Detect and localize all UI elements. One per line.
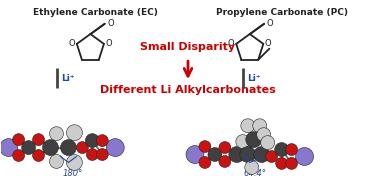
Circle shape: [0, 139, 18, 157]
Text: O: O: [228, 39, 234, 48]
Circle shape: [253, 119, 267, 133]
Circle shape: [77, 142, 88, 154]
Circle shape: [97, 149, 108, 161]
Circle shape: [86, 149, 98, 161]
Text: Ethylene Carbonate (EC): Ethylene Carbonate (EC): [33, 8, 158, 17]
Circle shape: [286, 144, 297, 155]
Circle shape: [266, 151, 278, 163]
Circle shape: [236, 135, 250, 149]
Circle shape: [60, 140, 77, 155]
Circle shape: [240, 147, 256, 163]
Circle shape: [261, 136, 275, 150]
Circle shape: [32, 150, 44, 161]
Circle shape: [286, 157, 297, 169]
Text: Li⁺: Li⁺: [247, 74, 260, 83]
Circle shape: [246, 132, 262, 148]
Circle shape: [85, 134, 99, 148]
Circle shape: [32, 134, 44, 146]
Circle shape: [245, 161, 259, 174]
Circle shape: [49, 155, 63, 168]
Circle shape: [254, 147, 270, 163]
Circle shape: [66, 155, 83, 170]
Circle shape: [219, 142, 231, 154]
Circle shape: [66, 125, 83, 141]
Circle shape: [219, 155, 231, 167]
Text: Small Disparity: Small Disparity: [141, 42, 236, 52]
Text: 180°: 180°: [62, 169, 83, 178]
Circle shape: [43, 140, 58, 155]
Text: O: O: [265, 39, 271, 48]
Text: O: O: [107, 19, 114, 28]
Text: O: O: [106, 39, 112, 48]
Circle shape: [276, 157, 288, 169]
Circle shape: [296, 148, 314, 165]
Text: O: O: [69, 39, 75, 48]
Circle shape: [21, 141, 35, 155]
Circle shape: [208, 148, 222, 161]
Circle shape: [186, 146, 204, 163]
Circle shape: [199, 141, 211, 153]
Circle shape: [241, 119, 255, 133]
Text: Li⁺: Li⁺: [61, 74, 75, 83]
Circle shape: [13, 150, 25, 161]
Circle shape: [275, 143, 289, 157]
Circle shape: [229, 147, 245, 163]
Circle shape: [49, 127, 63, 141]
Text: O: O: [267, 19, 273, 28]
Circle shape: [13, 134, 25, 146]
Text: Different Li Alkylcarbonates: Different Li Alkylcarbonates: [100, 85, 276, 95]
Text: Propylene Carbonate (PC): Propylene Carbonate (PC): [216, 8, 348, 17]
Text: 64.4°: 64.4°: [243, 169, 266, 178]
Circle shape: [257, 128, 271, 142]
Circle shape: [199, 157, 211, 168]
Circle shape: [97, 135, 108, 147]
Circle shape: [106, 139, 124, 157]
